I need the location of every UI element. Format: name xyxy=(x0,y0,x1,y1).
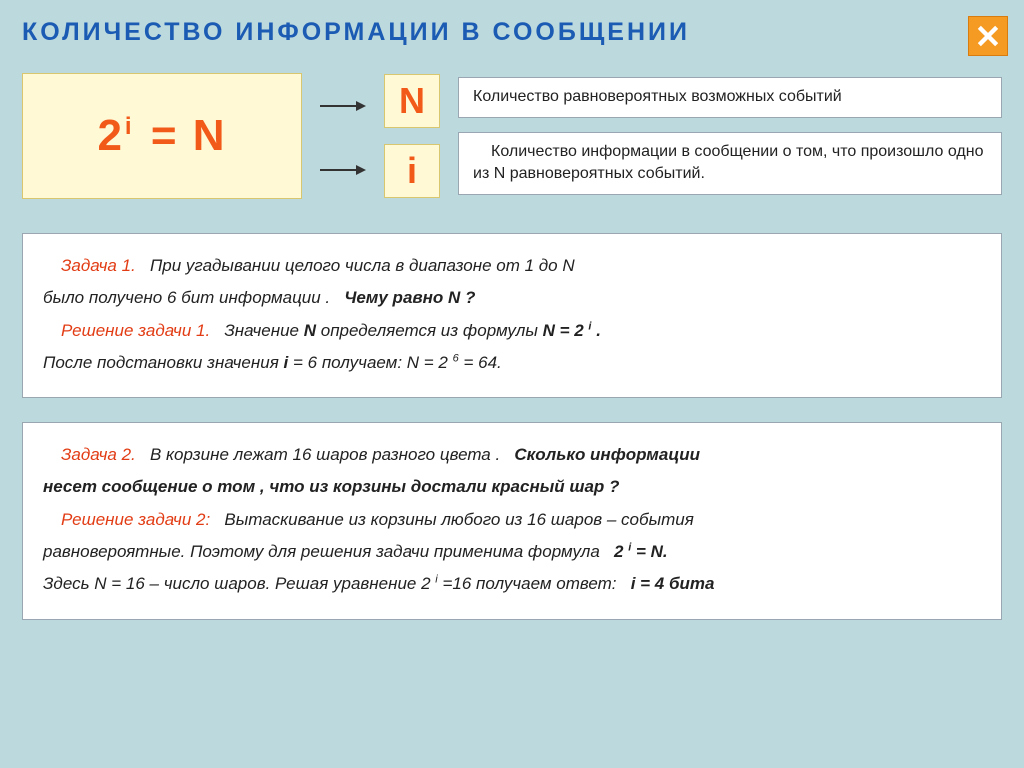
arrows xyxy=(320,73,366,199)
task2-sol-b-line: равновероятные. Поэтому для решения зада… xyxy=(43,536,981,568)
task1-sol-b: N xyxy=(304,321,316,340)
task1-body-b: было получено 6 бит информации . xyxy=(43,288,330,307)
task1-sol-line2: После подстановки значения i = 6 получае… xyxy=(43,347,981,379)
task2-label: Задача 2. xyxy=(61,445,136,464)
close-icon xyxy=(975,23,1001,49)
task1-label: Задача 1. xyxy=(61,256,136,275)
symbol-i: i xyxy=(384,144,440,198)
task1-sol-d: N = 2 i . xyxy=(543,321,601,340)
task2-question-a: Сколько информации xyxy=(514,445,700,464)
description-i: Количество информации в сообщении о том,… xyxy=(458,132,1002,195)
formula-row: 2i = N N i Количество равновероятных воз… xyxy=(22,73,1002,199)
task1-question: Чему равно N ? xyxy=(344,288,475,307)
page-title: КОЛИЧЕСТВО ИНФОРМАЦИИ В СООБЩЕНИИ xyxy=(22,18,1002,47)
arrow-icon xyxy=(320,99,366,113)
main-formula: 2i = N xyxy=(97,111,226,161)
arrow-icon xyxy=(320,163,366,177)
symbol-n: N xyxy=(384,74,440,128)
task1-box: Задача 1. При угадывании целого числа в … xyxy=(22,233,1002,398)
description-n: Количество равновероятных возможных собы… xyxy=(458,77,1002,117)
close-button[interactable] xyxy=(968,16,1008,56)
symbol-column: N i xyxy=(384,73,440,199)
task2-sol-a: Вытаскивание из корзины любого из 16 шар… xyxy=(224,510,693,529)
task1-sol-c: определяется из формулы xyxy=(321,321,538,340)
formula-box: 2i = N xyxy=(22,73,302,199)
task2-solution-label: Решение задачи 2: xyxy=(61,510,210,529)
task1-sol-a: Значение xyxy=(224,321,299,340)
task2-question-b: несет сообщение о том , что из корзины д… xyxy=(43,471,981,503)
task2-box: Задача 2. В корзине лежат 16 шаров разно… xyxy=(22,422,1002,619)
task2-sol-c-line: Здесь N = 16 – число шаров. Решая уравне… xyxy=(43,568,981,600)
task1-solution-label: Решение задачи 1. xyxy=(61,321,210,340)
task2-body-a: В корзине лежат 16 шаров разного цвета . xyxy=(150,445,500,464)
task1-body-a: При угадывании целого числа в диапазоне … xyxy=(150,256,575,275)
description-column: Количество равновероятных возможных собы… xyxy=(458,73,1002,199)
